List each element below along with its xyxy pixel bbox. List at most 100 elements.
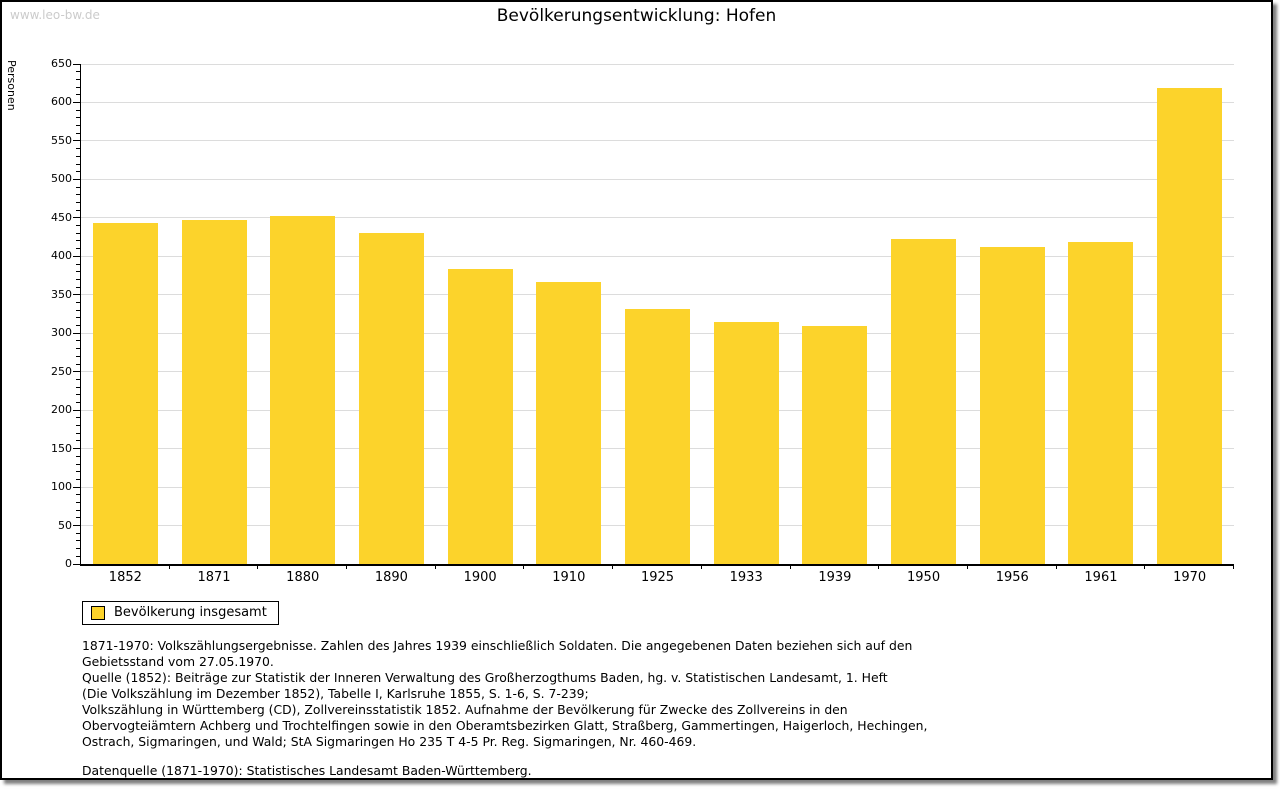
bar-1910 xyxy=(536,282,602,564)
y-minor-tick xyxy=(76,317,80,319)
y-minor-tick xyxy=(76,540,80,542)
x-tick-label: 1933 xyxy=(729,570,763,585)
x-tick-label: 1950 xyxy=(907,570,941,585)
y-minor-tick xyxy=(76,271,80,273)
y-minor-tick xyxy=(76,432,80,434)
y-minor-tick xyxy=(76,301,80,303)
y-major-tick xyxy=(73,178,80,180)
bar-1925 xyxy=(625,309,690,564)
y-minor-tick xyxy=(76,186,80,188)
y-minor-tick xyxy=(76,209,80,211)
y-minor-tick xyxy=(76,286,80,288)
x-boundary-tick xyxy=(966,564,968,569)
y-minor-tick xyxy=(76,532,80,534)
y-minor-tick xyxy=(76,386,80,388)
y-minor-tick xyxy=(76,494,80,496)
y-minor-tick xyxy=(76,132,80,134)
y-tick-label: 350 xyxy=(51,287,72,301)
y-major-tick xyxy=(73,409,80,411)
bar-1852 xyxy=(92,223,158,564)
y-major-tick xyxy=(73,255,80,257)
y-minor-tick xyxy=(76,248,80,250)
x-tick-label: 1961 xyxy=(1084,570,1118,585)
y-minor-tick xyxy=(76,348,80,350)
footnote-line: Ostrach, Sigmaringen, und Wald; StA Sigm… xyxy=(82,734,697,749)
x-boundary-tick xyxy=(1144,564,1146,569)
footnote-line: Obervogteiämtern Achberg und Trochtelfin… xyxy=(82,718,928,733)
x-boundary-tick xyxy=(168,564,170,569)
y-axis-label: Personen xyxy=(5,60,18,111)
y-minor-tick xyxy=(76,340,80,342)
x-tick-label: 1880 xyxy=(286,570,320,585)
bar-1970 xyxy=(1157,87,1223,564)
y-minor-tick xyxy=(76,378,80,380)
x-boundary-tick xyxy=(434,564,436,569)
bar-1950 xyxy=(891,239,957,564)
y-major-tick xyxy=(73,371,80,373)
y-tick-label: 150 xyxy=(51,441,72,455)
y-minor-tick xyxy=(76,478,80,480)
footnote-line: Quelle (1852): Beiträge zur Statistik de… xyxy=(82,670,888,685)
y-minor-tick xyxy=(76,394,80,396)
y-minor-tick xyxy=(76,86,80,88)
bar-1900 xyxy=(447,268,513,564)
x-tick-label: 1910 xyxy=(552,570,586,585)
y-minor-tick xyxy=(76,232,80,234)
y-tick-label: 500 xyxy=(51,172,72,186)
y-major-tick xyxy=(73,486,80,488)
gridline xyxy=(81,63,1234,65)
bar-1956 xyxy=(979,247,1045,564)
y-minor-tick xyxy=(76,240,80,242)
y-minor-tick xyxy=(76,71,80,73)
x-boundary-tick xyxy=(1233,564,1234,569)
y-minor-tick xyxy=(76,125,80,127)
y-minor-tick xyxy=(76,148,80,150)
y-major-tick xyxy=(73,448,80,450)
y-minor-tick xyxy=(76,78,80,80)
y-minor-tick xyxy=(76,417,80,419)
y-major-tick xyxy=(73,101,80,103)
y-minor-tick xyxy=(76,548,80,550)
y-minor-tick xyxy=(76,278,80,280)
y-tick-label: 100 xyxy=(51,480,72,494)
x-boundary-tick xyxy=(346,564,348,569)
y-minor-tick xyxy=(76,455,80,457)
y-minor-tick xyxy=(76,194,80,196)
y-minor-tick xyxy=(76,425,80,427)
y-minor-tick xyxy=(76,163,80,165)
bar-1939 xyxy=(802,326,868,564)
footnote-line: Volkszählung in Württemberg (CD), Zollve… xyxy=(82,702,848,717)
footnote-line: Gebietsstand vom 27.05.1970. xyxy=(82,654,274,669)
y-minor-tick xyxy=(76,517,80,519)
y-minor-tick xyxy=(76,555,80,557)
x-tick-label: 1925 xyxy=(640,570,675,585)
y-minor-tick xyxy=(76,201,80,203)
y-major-tick xyxy=(73,525,80,527)
gridline xyxy=(81,294,1234,296)
x-tick-label: 1939 xyxy=(818,570,852,585)
chart-title: Bevölkerungsentwicklung: Hofen xyxy=(496,6,777,26)
y-major-tick xyxy=(73,217,80,219)
y-tick-label: 0 xyxy=(65,557,72,570)
bar-1961 xyxy=(1068,241,1134,564)
y-major-tick xyxy=(73,63,80,65)
y-major-tick xyxy=(73,140,80,142)
y-minor-tick xyxy=(76,309,80,311)
plot-area: 0 50 100 150 200 250 300 350 400 450 500 550 600 650 1… xyxy=(51,57,1234,585)
x-boundary-tick xyxy=(878,564,880,569)
y-minor-tick xyxy=(76,440,80,442)
y-tick-label: 600 xyxy=(51,95,72,109)
x-tick-label: 1970 xyxy=(1173,570,1207,585)
y-minor-tick xyxy=(76,155,80,157)
y-minor-tick xyxy=(76,355,80,357)
y-minor-tick xyxy=(76,509,80,511)
bar-1933 xyxy=(713,321,779,564)
gridline xyxy=(81,255,1234,257)
gridline xyxy=(81,140,1234,142)
footnote-line: 1871-1970: Volkszählungsergebnisse. Zahl… xyxy=(82,638,913,653)
y-tick-label: 450 xyxy=(51,210,72,224)
bar-1880 xyxy=(270,216,336,564)
bar-1890 xyxy=(358,233,424,564)
y-minor-tick xyxy=(76,401,80,403)
